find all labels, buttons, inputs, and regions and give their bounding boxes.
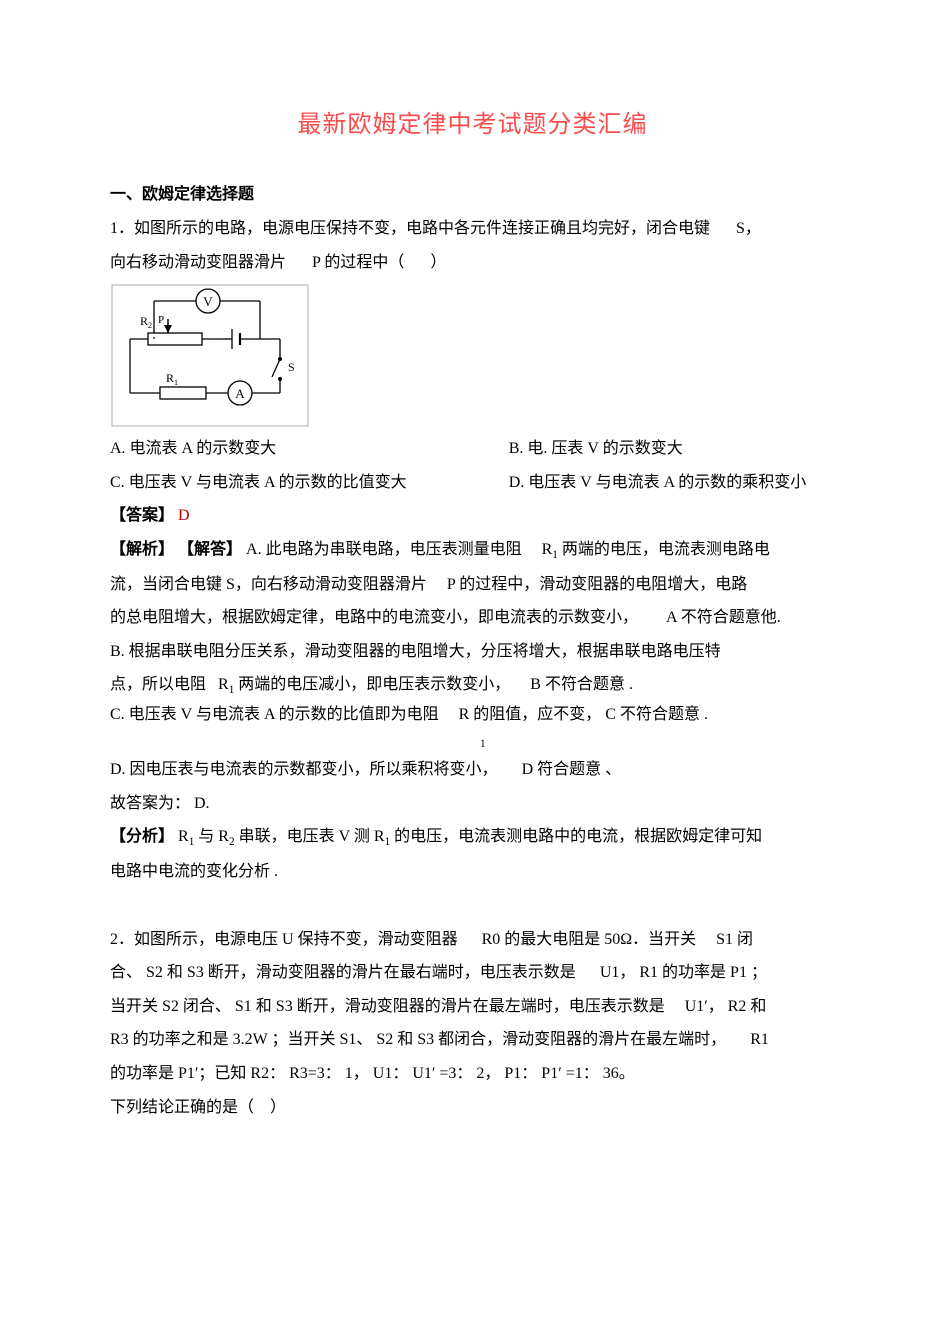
q2-l4a: R3 的功率之和是 3.2W ；当开关 S1、 S2 和 S3 都闭合，滑动变阻… [110,1031,726,1048]
q2-num: 2． [110,931,134,948]
paraA-6: 的总电阻增大，根据欧姆定律，电路中的电流变小，即电流表的示数变小， [110,609,638,626]
paraD-1: D. 因电压表与电流表的示数都变小，所以乘积将变小， [110,761,498,778]
q1-text-a: 如图所示的电路，电源电压保持不变，电路中各元件连接正确且均完好，闭合电键 [134,220,710,237]
paraA-1: A. 此电路为串联电路，电压表测量电阻 [246,541,522,558]
paraB-3: R [218,676,229,693]
q2-l6: 下列结论正确的是（ [110,1099,254,1116]
paraA-5: P 的过程中，滑动变阻器的电阻增大，电路 [447,576,747,593]
q2-l1c: S1 闭 [716,931,753,948]
q2-l2a: 合、 S2 和 S3 断开，滑动变阻器的滑片在最右端时，电压表示数是 [110,964,576,981]
page-title: 最新欧姆定律中考试题分类汇编 [110,100,835,150]
q2-l6-end: ） [270,1099,286,1116]
paraB-2: 点，所以电阻 [110,676,206,693]
svg-text:2: 2 [148,321,152,330]
q1-text-b-end: ） [430,254,446,271]
q1-num: 1． [110,220,134,237]
svg-text:P: P [158,314,164,326]
paraC-1: C. 电压表 V 与电流表 A 的示数的比值即为电阻 [110,706,439,723]
paraC-2: R 的阻值，应不变， C 不符合题意 . [459,706,708,723]
answer-label: 【答案】 [110,507,174,524]
svg-text:A: A [235,386,245,401]
q2-l2b: U1， R1 的功率是 P1 ； [600,964,767,981]
paraB-3sub: 1 [229,685,235,697]
fenxi-3: 串联，电压表 V 测 R [239,828,385,845]
q1-option-d: D. 电压表 V 与电流表 A 的示数的乘积变小 [509,466,835,500]
jiexi-label: 【解析】 [110,541,174,558]
fenxi-1: R [178,828,189,845]
q1-text-a-end: S， [736,220,761,237]
answer-value: D [178,507,190,524]
q2-l1b: R0 的最大电阻是 50Ω．当开关 [482,931,697,948]
fenxi-4: 的电压，电流表测电路中的电流，根据欧姆定律可知 [394,828,762,845]
q1-option-c: C. 电压表 V 与电流表 A 的示数的比值变大 [110,466,509,500]
paraA-3: 两端的电压，电流表测电路电 [562,541,770,558]
q2-l4b: R1 [750,1031,769,1048]
paraA-7: A 不符合题意他. [666,609,781,626]
question-1: 1．如图所示的电路，电源电压保持不变，电路中各元件连接正确且均完好，闭合电键 S，… [110,212,835,889]
q1-option-b: B. 电. 压表 V 的示数变大 [509,432,835,466]
paraB-4: 两端的电压减小，即电压表示数变小， [238,676,510,693]
question-2: 2．如图所示，电源电压 U 保持不变，滑动变阻器 R0 的最大电阻是 50Ω．当… [110,923,835,1125]
svg-text:1: 1 [174,378,178,387]
fenxi-3sub: 1 [385,837,391,849]
paraB-1: B. 根据串联电阻分压关系，滑动变阻器的电阻增大，分压将增大，根据串联电路电压特 [110,643,721,660]
svg-text:R: R [140,314,148,328]
fenxi-2sub: 2 [229,837,235,849]
section-heading: 一、欧姆定律选择题 [110,178,835,212]
q1-text-b-mid: P 的过程中（ [312,254,404,271]
fenxi-2: 与 R [198,828,229,845]
q1-text-b: 向右移动滑动变阻器滑片 [110,254,286,271]
paraA-2: R [542,541,553,558]
svg-text:S: S [288,360,295,374]
fenxi-5: 电路中电流的变化分析 . [110,855,835,889]
jieda-label: 【解答】 [178,541,242,558]
paraD-2: D 符合题意 、 [522,761,622,778]
q2-l1a: 如图所示，电源电压 U 保持不变，滑动变阻器 [134,931,458,948]
fenxi-1sub: 1 [189,837,195,849]
q2-l5a: 的功率是 P1′；已知 R2： R3=3： 1， U1： U1′ =3： 2， … [110,1057,835,1091]
q2-l3b: U1′， R2 和 [685,998,767,1015]
svg-text:R: R [166,371,174,385]
fenxi-label: 【分析】 [110,828,174,845]
paraA-4: 流，当闭合电键 S，向右移动滑动变阻器滑片 [110,576,427,593]
paraB-5: B 不符合题意 . [530,676,633,693]
paraA-2sub: 1 [552,549,558,561]
q2-l3a: 当开关 S2 闭合、 S1 和 S3 断开，滑动变阻器的滑片在最左端时，电压表示… [110,998,665,1015]
circuit-diagram: V R 2 P [110,283,310,428]
svg-text:V: V [203,294,213,309]
conclusion: 故答案为： D. [110,787,835,821]
q1-option-a: A. 电流表 A 的示数变大 [110,432,509,466]
